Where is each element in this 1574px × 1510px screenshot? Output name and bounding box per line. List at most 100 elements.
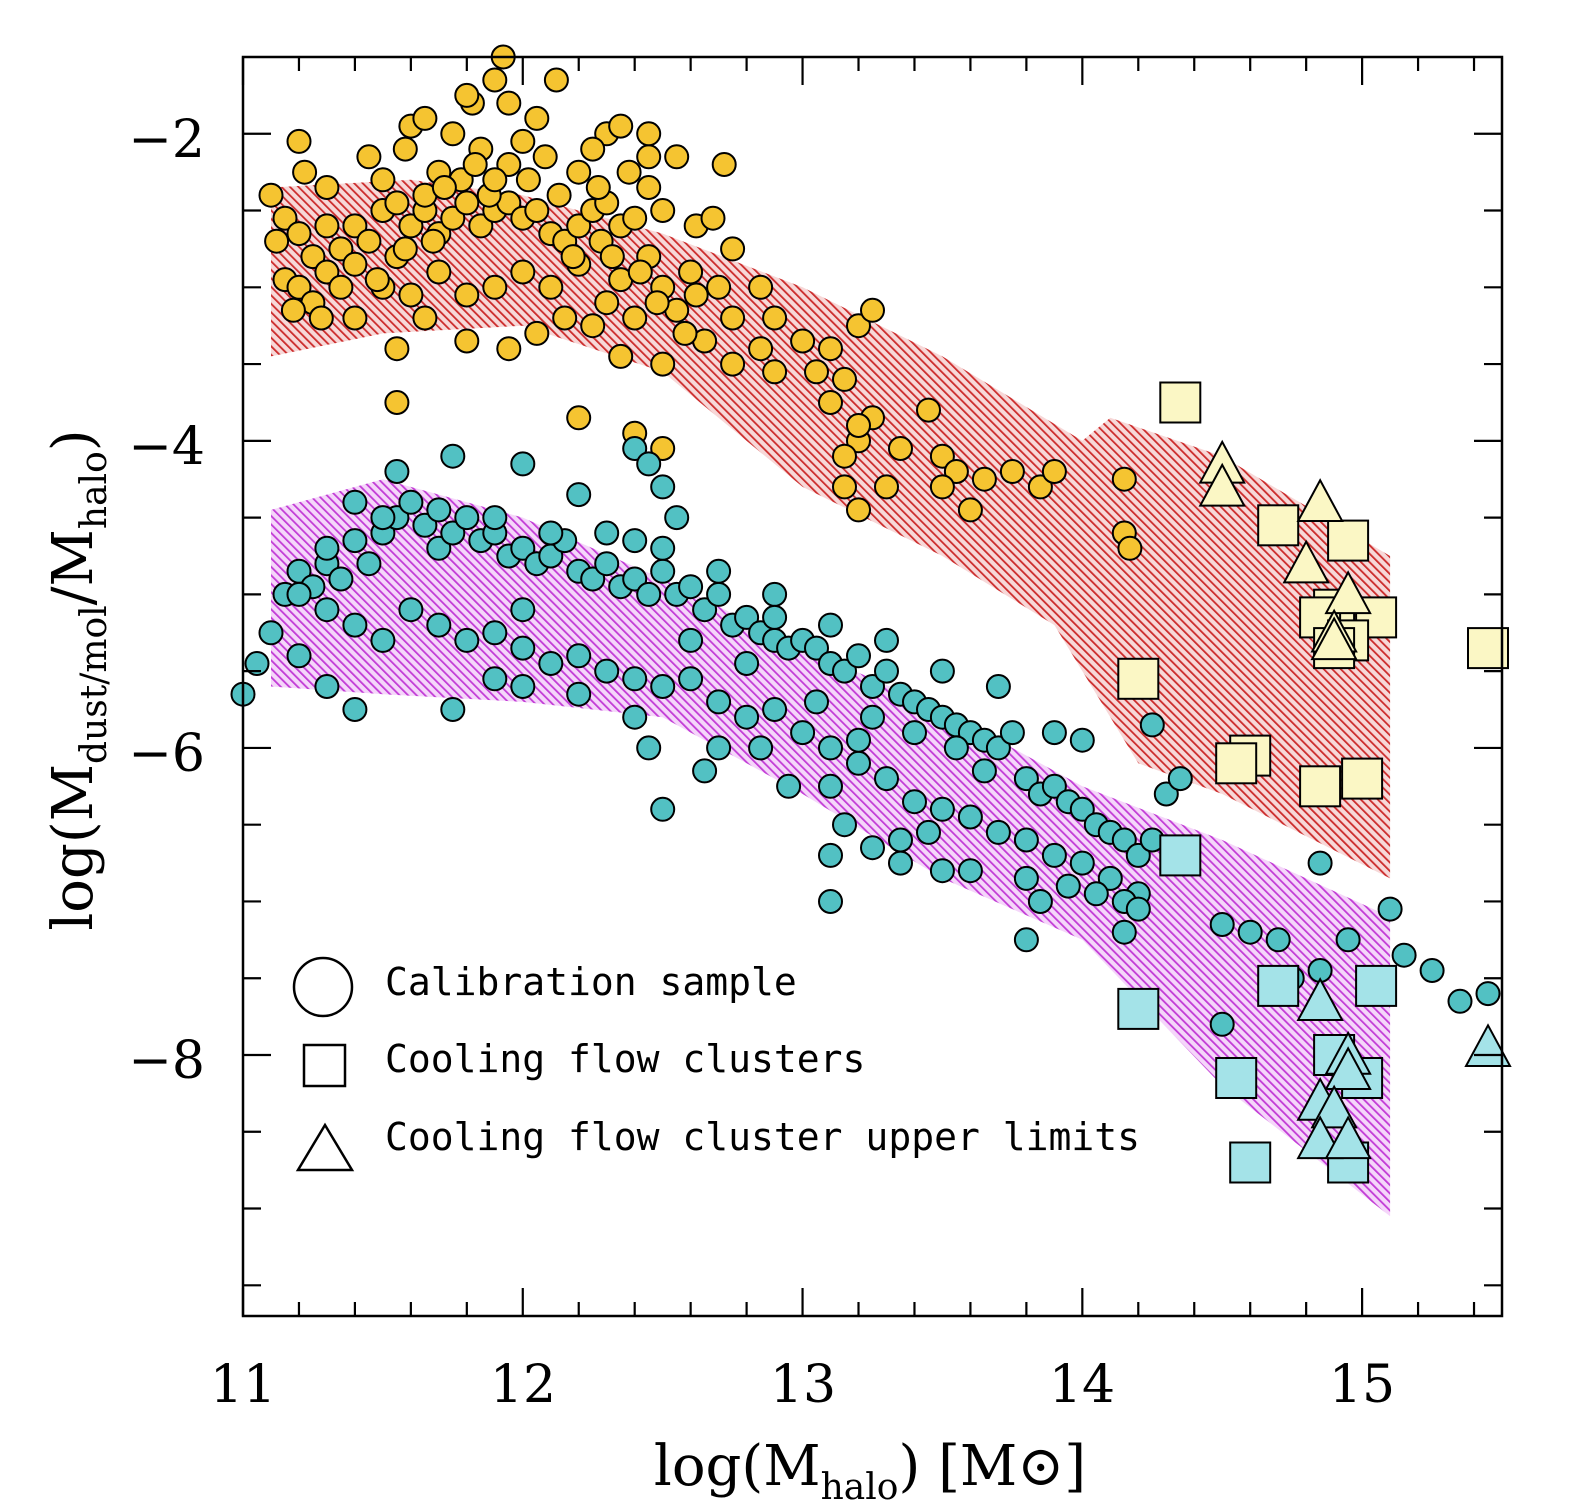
data-point-circle bbox=[454, 282, 480, 308]
data-point-circle bbox=[1041, 459, 1067, 484]
data-point-circle bbox=[314, 597, 340, 623]
data-point-circle bbox=[440, 121, 466, 147]
x-tick-labels: 11 12 13 14 15 bbox=[210, 1355, 1395, 1415]
data-point-triangle bbox=[1310, 1084, 1358, 1129]
data-point-circle bbox=[398, 489, 424, 515]
data-point-square bbox=[1215, 742, 1258, 785]
data-point-circle bbox=[440, 443, 466, 469]
data-point-circle bbox=[1419, 958, 1445, 983]
data-point-circle bbox=[454, 328, 480, 354]
data-point-square bbox=[1355, 964, 1398, 1007]
data-point-circle bbox=[314, 674, 340, 699]
data-point-circle bbox=[999, 720, 1025, 746]
data-point-circle bbox=[664, 144, 690, 170]
data-point-circle bbox=[1041, 842, 1067, 868]
data-point-circle bbox=[706, 558, 732, 584]
data-point-circle bbox=[398, 213, 424, 239]
data-point-triangle bbox=[1324, 1046, 1372, 1091]
data-point-circle bbox=[552, 305, 578, 331]
data-point-circle bbox=[566, 681, 592, 707]
data-point-square bbox=[1257, 964, 1300, 1007]
data-point-triangle bbox=[1296, 478, 1344, 522]
x-tick-label: 11 bbox=[210, 1355, 276, 1415]
data-point-square bbox=[1117, 987, 1160, 1030]
data-point-circle bbox=[286, 128, 312, 154]
data-point-circle bbox=[818, 390, 843, 415]
data-point-circle bbox=[566, 643, 592, 669]
data-point-circle bbox=[258, 620, 284, 646]
data-point-circle bbox=[700, 205, 726, 231]
data-point-circle bbox=[678, 666, 704, 692]
data-point-circle bbox=[398, 282, 424, 308]
data-point-circle bbox=[985, 819, 1011, 845]
data-point-circle bbox=[1111, 919, 1137, 945]
data-point-circle bbox=[804, 359, 829, 385]
data-point-circle bbox=[510, 535, 536, 561]
x-tick-label: 12 bbox=[490, 1355, 556, 1415]
data-point-circle bbox=[510, 128, 536, 154]
axis-ticks bbox=[241, 57, 1502, 1316]
y-tick-label: −8 bbox=[128, 1031, 205, 1091]
data-point-circle bbox=[650, 198, 676, 223]
legend-circle-icon bbox=[292, 956, 354, 1018]
data-point-circle bbox=[846, 643, 871, 669]
data-point-circle bbox=[999, 459, 1025, 484]
data-point-square bbox=[1215, 1057, 1258, 1099]
data-point-circle bbox=[426, 259, 452, 285]
data-point-circle bbox=[622, 704, 648, 730]
data-point-circle bbox=[832, 658, 857, 684]
data-point-circle bbox=[1391, 942, 1417, 968]
data-point-circle bbox=[957, 497, 983, 523]
data-point-circle bbox=[1013, 865, 1039, 891]
data-point-circle bbox=[711, 152, 737, 177]
data-point-square bbox=[1159, 381, 1202, 424]
data-point-circle bbox=[398, 597, 424, 623]
data-point-square bbox=[1229, 1141, 1272, 1184]
data-point-circle bbox=[1013, 827, 1039, 853]
data-point-circle bbox=[1117, 535, 1143, 561]
data-point-circle bbox=[412, 105, 438, 131]
data-point-circle bbox=[622, 528, 648, 554]
y-tick-labels: −2 −4 −6 −8 bbox=[128, 110, 205, 1091]
data-point-circle bbox=[636, 581, 662, 607]
data-point-circle bbox=[426, 612, 452, 638]
data-point-circle bbox=[832, 366, 857, 392]
data-point-circle bbox=[957, 858, 983, 884]
data-point-square bbox=[1159, 834, 1202, 877]
data-point-circle bbox=[720, 351, 746, 377]
data-point-circle bbox=[790, 720, 816, 746]
data-point-circle bbox=[420, 228, 446, 254]
data-point-circle bbox=[672, 320, 698, 346]
data-point-circle bbox=[627, 259, 653, 285]
data-point-circle bbox=[929, 443, 955, 469]
data-point-circle bbox=[543, 67, 569, 93]
data-point-circle bbox=[392, 136, 418, 162]
data-point-circle bbox=[622, 305, 648, 331]
data-point-circle bbox=[664, 505, 690, 531]
data-point-circle bbox=[412, 305, 438, 331]
data-point-circle bbox=[342, 528, 368, 554]
data-point-circle bbox=[356, 551, 382, 577]
data-point-circle bbox=[510, 259, 536, 285]
data-point-circle bbox=[538, 274, 564, 300]
data-point-circle bbox=[524, 320, 550, 346]
data-point-circle bbox=[1041, 720, 1067, 746]
data-point-circle bbox=[510, 451, 536, 477]
x-tick-label: 15 bbox=[1329, 1355, 1395, 1415]
data-point-circle bbox=[594, 551, 620, 577]
data-point-circle bbox=[683, 282, 709, 308]
data-point-circle bbox=[818, 889, 843, 914]
data-point-circle bbox=[286, 274, 312, 300]
data-point-circle bbox=[706, 274, 732, 300]
data-point-circle bbox=[985, 674, 1011, 699]
data-point-circle bbox=[585, 175, 611, 200]
data-point-circle bbox=[258, 182, 284, 208]
data-point-circle bbox=[874, 627, 899, 653]
data-point-circle bbox=[832, 443, 857, 469]
data-point-circle bbox=[328, 274, 354, 300]
data-point-circle bbox=[482, 505, 508, 531]
data-point-circle bbox=[580, 566, 606, 592]
y-tick-label: −4 bbox=[128, 417, 205, 477]
data-point-circle bbox=[678, 627, 704, 653]
data-point-circle bbox=[524, 105, 550, 131]
